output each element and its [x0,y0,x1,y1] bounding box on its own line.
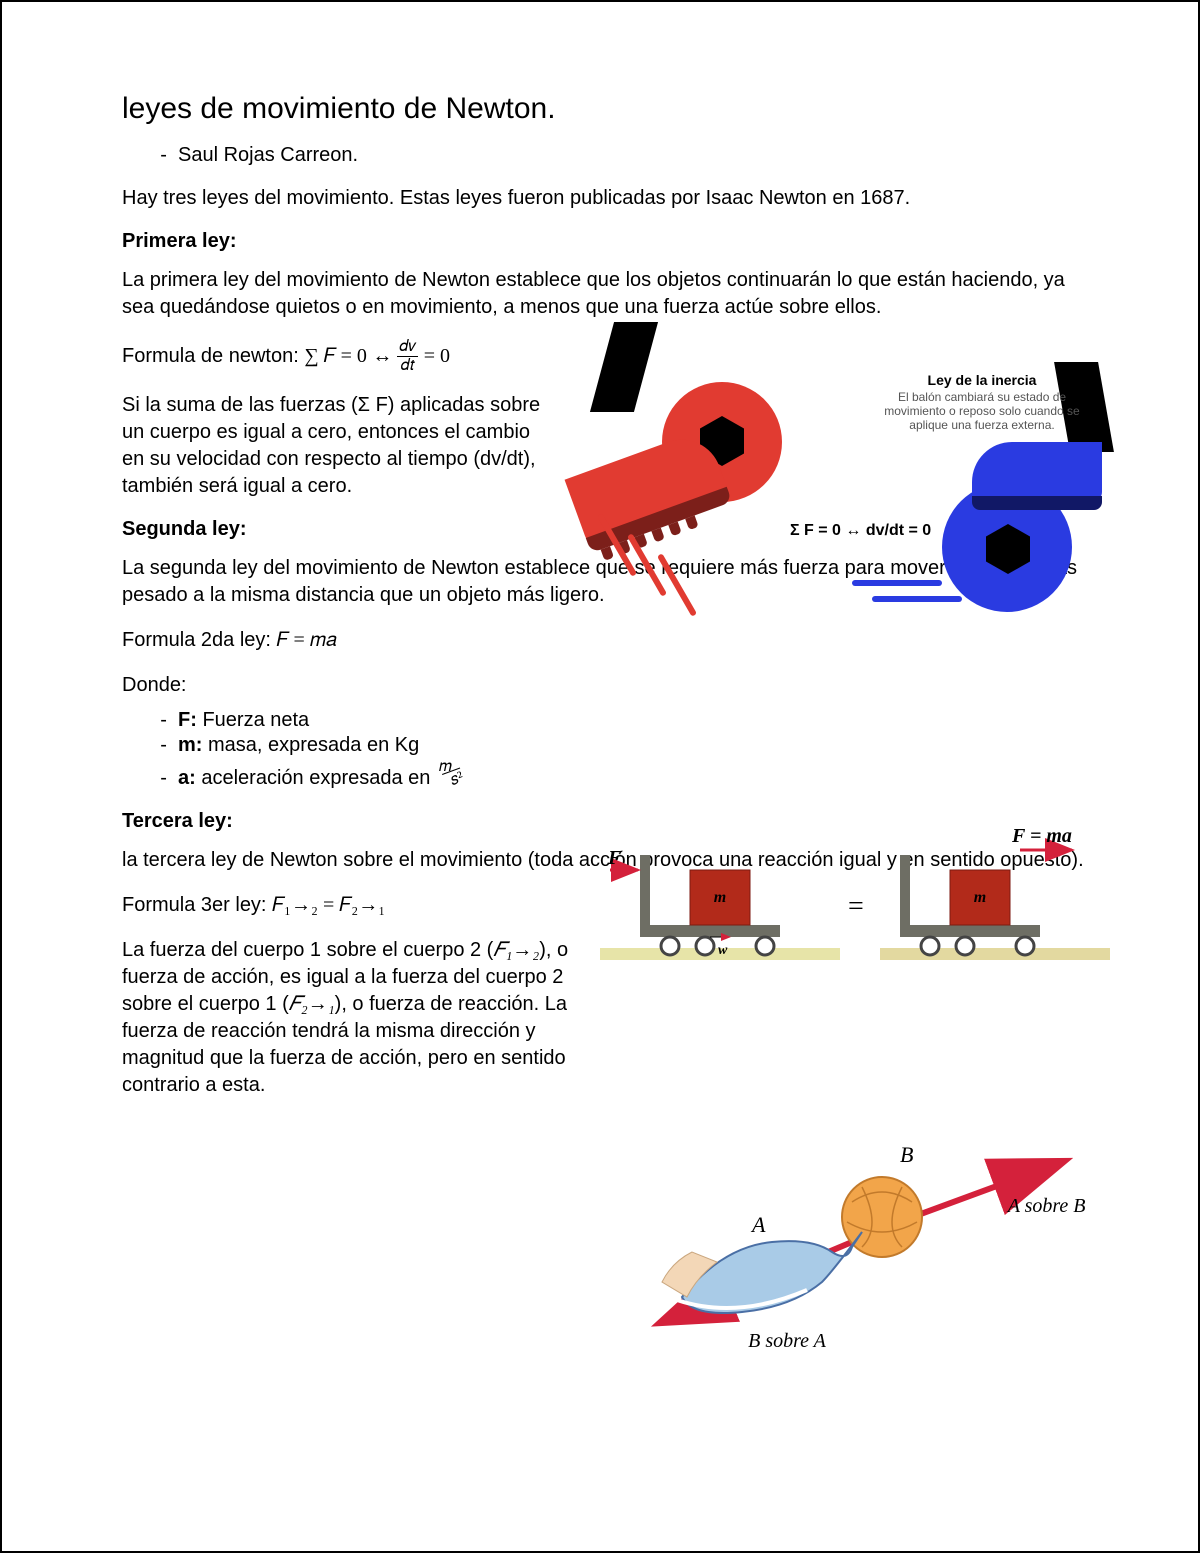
fig1-title: Ley de la inercia [872,372,1092,388]
fig1-shoe-blue [972,442,1102,502]
def-F-label: F: [178,709,197,731]
def-a-text: aceleración expresada en [196,767,436,789]
figure-inertia: Ley de la inercia El balón cambiará su e… [572,372,1112,632]
law2-formula: 𝐹 = 𝑚𝑎 [277,629,337,651]
fig1-caption: El balón cambiará su estado de movimient… [872,390,1092,432]
fig2-m-right: m [974,889,986,906]
fig3-FAonB: 𝐹⃗ A sobre B [972,1195,1086,1217]
fig2-w: w [718,943,728,958]
law3-exp-1: La fuerza del cuerpo 1 sobre el cuerpo 2… [122,939,493,961]
fig1-shoe-red [565,428,730,545]
law1-dt: 𝑑𝑡 [397,357,418,374]
author-name: Saul Rojas Carreon. [178,144,1088,167]
intro-paragraph: Hay tres leyes del movimiento. Estas ley… [122,185,1088,212]
fig1-formula: Σ F = 0 ↔ dv/dt = 0 [790,522,931,540]
fig3-B: B [900,1142,913,1167]
law3-f21: 𝐹₂→₁ [289,993,335,1015]
figure-fma-carts: m F w = m F = ma [600,820,1110,980]
page-title: leyes de movimiento de Newton. [122,92,1088,126]
def-a-label: a: [178,767,196,789]
law2-definitions: F: Fuerza neta m: masa, expresada en Kg … [122,709,1088,794]
law1-heading: Primera ley: [122,230,1088,253]
def-m: m: masa, expresada en Kg [178,734,1088,757]
def-a-unit: 𝑚 𝑠² [436,759,455,794]
fig2-Fma: F = ma [1011,825,1072,847]
fig3-FBonA: 𝐹⃗ B sobre A [712,1330,827,1352]
law1-formula-line: Formula de newton: ∑ 𝐹 = 0 ↔ 𝑑𝑣 𝑑𝑡 = 0 [122,339,552,374]
law3-f12: 𝐹₁→₂ [493,939,539,961]
author-list: Saul Rojas Carreon. [122,144,1088,167]
fig2-F-left: F [607,847,622,869]
law1-dv: 𝑑𝑣 [397,339,418,357]
def-F: F: Fuerza neta [178,709,1088,732]
hex-icon [986,524,1030,574]
law3-explain: La fuerza del cuerpo 1 sobre el cuerpo 2… [122,937,592,1099]
def-m-label: m: [178,734,202,756]
law1-formula-label: Formula de newton: [122,345,304,367]
fig1-leg-red [590,322,658,412]
fig2-equals: = [848,891,864,922]
law1-text: La primera ley del movimiento de Newton … [122,267,1088,321]
law1-fraction: 𝑑𝑣 𝑑𝑡 [397,339,418,374]
law1-sumF: ∑ 𝐹 = 0 [304,345,367,367]
document-page: leyes de movimiento de Newton. Saul Roja… [0,0,1200,1553]
fig3-A: A [750,1212,766,1237]
law3-formula: 𝐹₁→₂ = 𝐹₂→₁ [272,894,385,916]
law1-eq0: = 0 [424,345,450,367]
law2-donde: Donde: [122,672,1088,699]
law2-formula-label: Formula 2da ley: [122,629,277,651]
fig2-m-left: m [714,889,726,906]
law1-explain: Si la suma de las fuerzas (Σ F) aplicada… [122,392,552,500]
figure-action-reaction: B A 𝐹⃗ A sobre B 𝐹⃗ B sobre A [622,1122,1102,1362]
law1-iff: ↔ [372,345,397,367]
def-a: a: aceleración expresada en 𝑚 𝑠² [178,759,1088,794]
def-F-text: Fuerza neta [197,709,309,731]
def-m-text: masa, expresada en Kg [202,734,419,756]
law3-formula-label: Formula 3er ley: [122,894,272,916]
